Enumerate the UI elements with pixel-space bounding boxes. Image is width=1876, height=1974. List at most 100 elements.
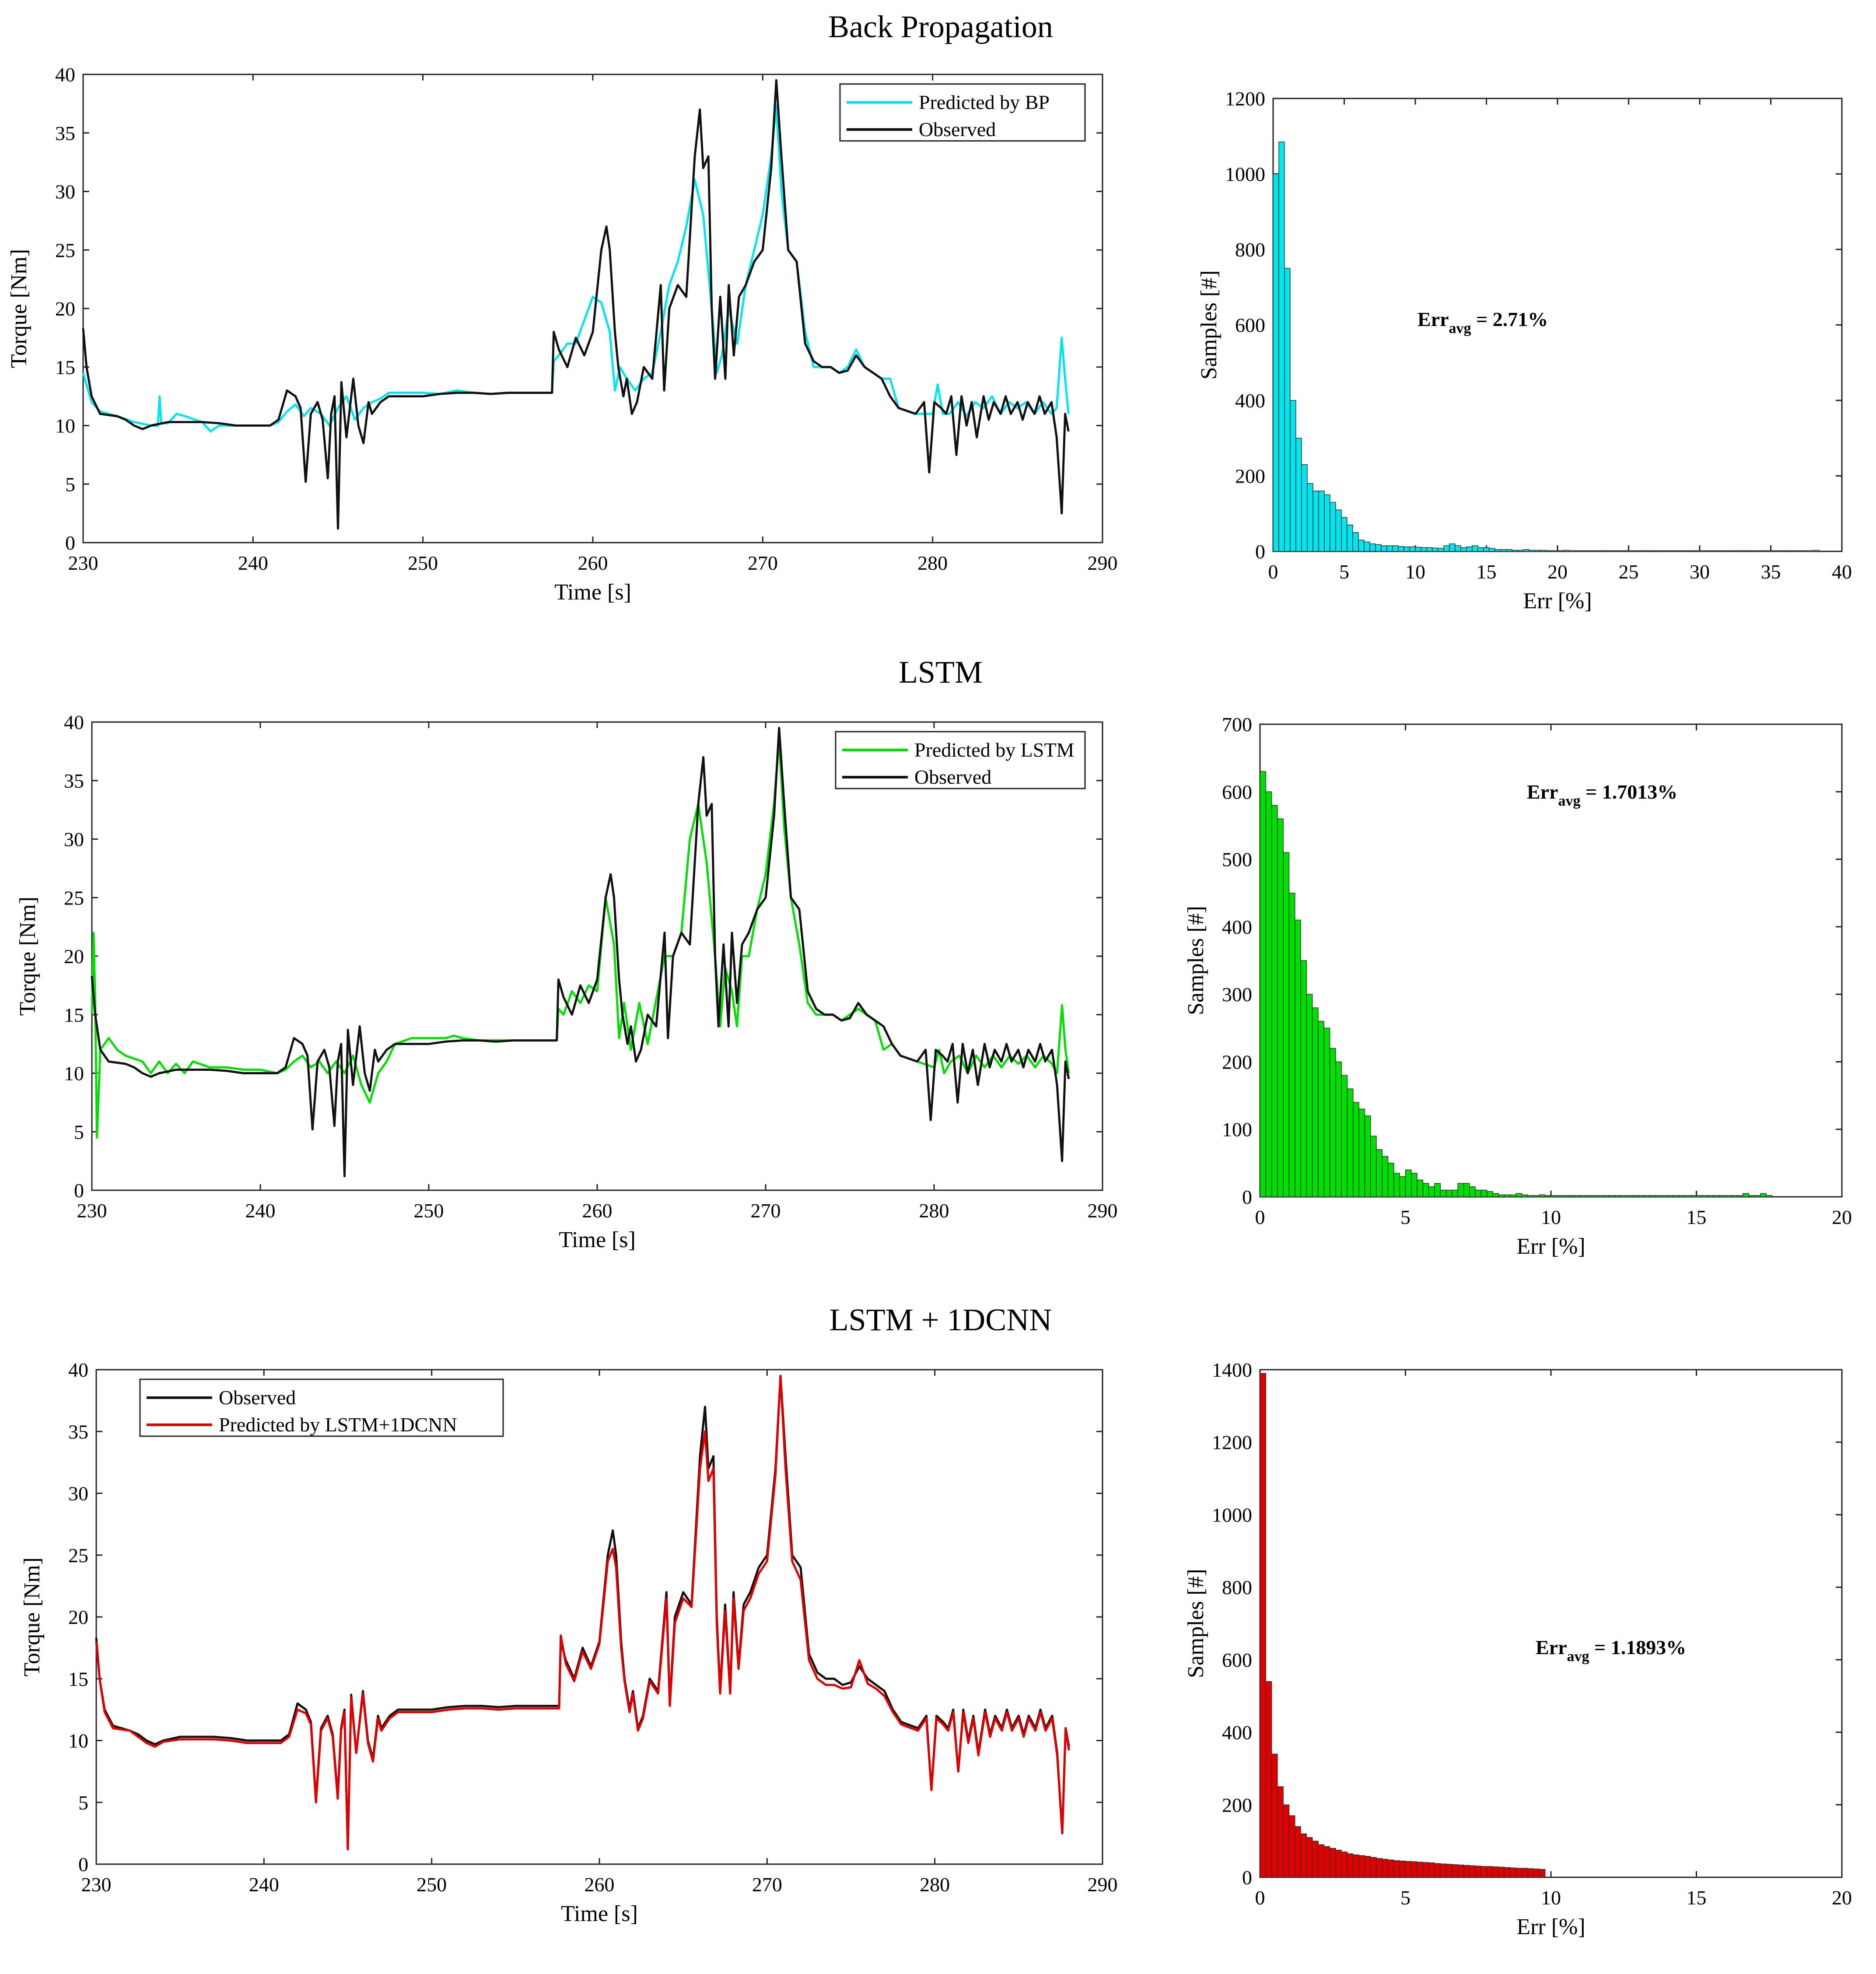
histogram-bar [1463, 1183, 1470, 1197]
line-y-tick-label: 30 [68, 1483, 88, 1505]
histogram-bar [1498, 1867, 1505, 1878]
histogram-bar [1428, 1862, 1435, 1878]
series-line-1 [82, 79, 1070, 530]
line-y-tick-label: 25 [64, 887, 84, 909]
histogram-bar [1506, 549, 1512, 552]
line-y-tick-label: 5 [65, 473, 75, 495]
histogram-bar [1370, 1136, 1377, 1197]
histogram-bar [1440, 1863, 1447, 1878]
line-plot-area [91, 721, 1103, 1191]
histogram-bar [1393, 1860, 1400, 1878]
histogram-bar [1288, 892, 1295, 1197]
histogram-bar [1574, 1195, 1581, 1197]
histogram-bar [1353, 1102, 1359, 1197]
line-y-tick-label: 15 [64, 1004, 84, 1026]
legend-label-0: Observed [219, 1386, 296, 1409]
hist-x-tick-label: 20 [1547, 561, 1568, 583]
histogram-bar [1387, 1859, 1394, 1878]
histogram-bar [1426, 547, 1433, 552]
hist-x-tick-label: 35 [1761, 561, 1781, 583]
histogram-bar [1347, 524, 1353, 552]
line-y-tick-label: 10 [64, 1062, 84, 1085]
hist-x-tick-label: 5 [1400, 1206, 1410, 1228]
line-x-tick-label: 290 [1088, 1873, 1118, 1896]
histogram-bar [1483, 547, 1490, 552]
histogram-bar [1739, 550, 1746, 552]
histogram-bar [1446, 1189, 1452, 1197]
histogram-bar [1510, 1867, 1516, 1878]
histogram-bar [1562, 1195, 1569, 1197]
histogram-bar [1411, 1861, 1418, 1878]
histogram-bar [1504, 1867, 1511, 1878]
histogram-bar [1713, 1195, 1720, 1197]
histogram-bar [1480, 1866, 1488, 1878]
histogram-bar [1312, 491, 1319, 552]
histogram-bar [1504, 1194, 1511, 1197]
line-y-tick-label: 40 [68, 1359, 88, 1381]
histogram-bar [1748, 1195, 1755, 1197]
histogram-bar [1667, 1195, 1674, 1197]
histogram-bar [1283, 1804, 1290, 1878]
line-x-tick-label: 260 [578, 552, 608, 574]
histogram-bar [1743, 1193, 1749, 1197]
histogram-bar [1736, 1195, 1743, 1197]
histogram-bar [1802, 550, 1808, 552]
line-x-tick-label: 270 [748, 552, 778, 574]
histogram-bar [1457, 1183, 1464, 1197]
line-x-tick-label: 260 [584, 1873, 615, 1896]
histogram-bar [1318, 491, 1325, 552]
histogram-bar [1597, 1195, 1604, 1197]
histogram-bar [1393, 1173, 1400, 1197]
histogram-bar [1626, 1195, 1633, 1197]
histogram-bar [1486, 1866, 1493, 1878]
hist-y-tick-label: 600 [1222, 781, 1252, 803]
histogram-bar [1265, 791, 1272, 1197]
err-avg-annotation: Erravg = 2.71% [1418, 308, 1548, 337]
line-y-tick-label: 35 [64, 770, 84, 792]
histogram-bar [1358, 1108, 1365, 1197]
line-y-tick-label: 25 [55, 239, 75, 261]
line-y-tick-label: 5 [78, 1792, 88, 1814]
hist-y-tick-label: 200 [1235, 465, 1265, 487]
hist-x-tick-label: 30 [1690, 561, 1710, 583]
line-y-tick-label: 20 [55, 298, 75, 320]
histogram-bar [1614, 1195, 1621, 1197]
line-x-tick-label: 280 [919, 1199, 949, 1222]
histogram-bar [1762, 550, 1768, 552]
histogram-bar [1323, 1846, 1330, 1878]
histogram-bar [1568, 1195, 1575, 1197]
line-x-tick-label: 230 [68, 552, 98, 574]
histogram-bar [1353, 1854, 1359, 1878]
line-y-tick-label: 10 [55, 415, 75, 437]
line-x-tick-label: 230 [81, 1873, 112, 1896]
histogram-bar [1409, 546, 1416, 552]
histogram-bar [1579, 1195, 1586, 1197]
histogram-bar [1382, 1858, 1389, 1878]
histogram-bar [1498, 1194, 1505, 1197]
hist-x-axis-label: Err [%] [1516, 1914, 1585, 1939]
hist-y-tick-label: 1200 [1225, 88, 1265, 110]
line-y-tick-label: 35 [55, 122, 75, 144]
hist-y-tick-label: 0 [1255, 540, 1265, 563]
histogram-bar [1563, 550, 1569, 552]
histogram-bar [1271, 1753, 1278, 1878]
histogram-bar [1754, 1195, 1761, 1197]
histogram-bar [1529, 550, 1535, 552]
histogram-bar [1370, 1857, 1377, 1878]
histogram-bar [1517, 550, 1524, 552]
histogram-bar [1329, 1848, 1336, 1878]
histogram-bar [1290, 400, 1296, 552]
line-x-tick-label: 260 [582, 1199, 612, 1222]
histogram-bar [1773, 550, 1780, 552]
histogram-bar [1591, 550, 1598, 552]
legend-label-0: Predicted by LSTM [914, 739, 1074, 761]
line-y-axis-label: Torque [Nm] [7, 249, 32, 368]
line-x-tick-label: 270 [751, 1199, 781, 1222]
hist-plot-area [1259, 1369, 1843, 1878]
histogram-bar [1631, 550, 1638, 552]
legend-label-0: Predicted by BP [919, 91, 1050, 113]
histogram-bar [1614, 550, 1620, 552]
histogram-bar [1295, 1826, 1301, 1878]
hist-x-tick-label: 15 [1687, 1206, 1707, 1228]
